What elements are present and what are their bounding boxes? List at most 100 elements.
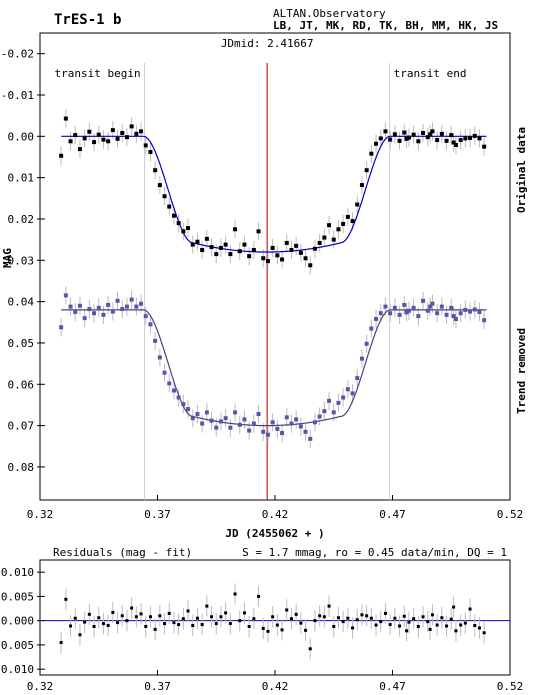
data-point <box>289 247 294 252</box>
x-tick-label: 0.37 <box>144 508 171 521</box>
residual-point <box>421 615 425 619</box>
x-axis-label: JD (2455062 + ) <box>225 527 324 540</box>
residual-point <box>116 621 120 625</box>
data-point <box>115 136 120 141</box>
data-point <box>435 138 440 143</box>
y-tick-label: -0.01 <box>1 89 34 102</box>
y-tick-label: 0.04 <box>8 296 35 309</box>
data-point <box>134 131 139 136</box>
residual-point <box>214 622 218 626</box>
data-point <box>411 305 416 310</box>
data-point <box>218 419 223 424</box>
data-point <box>444 312 449 317</box>
residual-point <box>97 616 101 620</box>
data-point <box>148 322 153 327</box>
residual-point <box>402 614 406 618</box>
residual-point <box>111 610 115 614</box>
data-point <box>435 311 440 316</box>
data-point <box>190 242 195 247</box>
residual-point <box>322 615 326 619</box>
residual-point <box>186 609 190 613</box>
data-point <box>477 309 482 314</box>
data-point <box>139 129 144 134</box>
x-tick-label: 0.42 <box>262 508 289 521</box>
residual-point <box>83 620 87 624</box>
data-point <box>451 140 456 145</box>
residual-point <box>191 624 195 628</box>
residual-point <box>374 623 378 627</box>
data-point <box>247 254 252 259</box>
data-point <box>482 318 487 323</box>
residual-point <box>294 612 298 616</box>
data-point <box>374 316 379 321</box>
data-point <box>247 428 252 433</box>
data-point <box>68 139 73 144</box>
data-point <box>162 370 167 375</box>
residual-point <box>73 616 77 620</box>
residual-point <box>398 624 402 628</box>
series-label-trend: Trend removed <box>515 328 528 414</box>
data-point <box>275 426 280 431</box>
data-point <box>350 391 355 396</box>
residual-point <box>440 616 444 620</box>
data-point <box>392 305 397 310</box>
data-point <box>345 387 350 392</box>
data-point <box>82 136 87 141</box>
data-point <box>378 136 383 141</box>
residual-point <box>144 624 148 628</box>
data-point <box>181 229 186 234</box>
data-point <box>167 204 172 209</box>
data-point <box>453 142 458 147</box>
data-point <box>341 221 346 226</box>
data-point <box>439 304 444 309</box>
data-point <box>468 135 473 140</box>
residual-point <box>158 614 162 618</box>
residual-point <box>327 604 331 608</box>
data-point <box>364 341 369 346</box>
data-point <box>472 133 477 138</box>
residual-point <box>473 624 477 628</box>
data-point <box>77 147 82 152</box>
residual-y-tick-label: 0.000 <box>1 615 34 628</box>
data-point <box>312 420 317 425</box>
residual-point <box>379 620 383 624</box>
data-point <box>336 227 341 232</box>
data-point <box>369 326 374 331</box>
data-point <box>242 242 247 247</box>
data-point <box>428 304 433 309</box>
residual-point <box>318 614 322 618</box>
data-point <box>421 131 426 136</box>
data-point <box>87 307 92 312</box>
data-point <box>110 309 115 314</box>
data-point <box>171 213 176 218</box>
data-point <box>209 245 214 250</box>
data-point <box>204 236 209 241</box>
data-point <box>303 429 308 434</box>
data-point <box>200 247 205 252</box>
data-point <box>402 302 407 307</box>
residual-point <box>435 623 439 627</box>
residual-point <box>130 606 134 610</box>
residual-point <box>224 611 228 615</box>
data-point <box>308 263 313 268</box>
data-point <box>317 414 322 419</box>
residual-point <box>332 624 336 628</box>
residual-point <box>148 615 152 619</box>
data-point <box>303 256 308 261</box>
data-point <box>404 136 409 141</box>
residuals-stats: S = 1.7 mmag, ro = 0.45 data/min, DQ = 1 <box>242 546 507 559</box>
residual-y-tick-label: 0.010 <box>1 663 34 676</box>
y-tick-label: -0.02 <box>1 48 34 61</box>
data-point <box>110 128 115 133</box>
residual-point <box>426 620 430 624</box>
data-point <box>167 381 172 386</box>
data-point <box>153 338 158 343</box>
data-point <box>92 140 97 145</box>
data-point <box>416 139 421 144</box>
data-point <box>345 214 350 219</box>
residual-point <box>351 626 355 630</box>
data-point <box>472 307 477 312</box>
data-point <box>120 131 125 136</box>
residual-point <box>477 626 481 630</box>
residual-point <box>428 627 432 631</box>
